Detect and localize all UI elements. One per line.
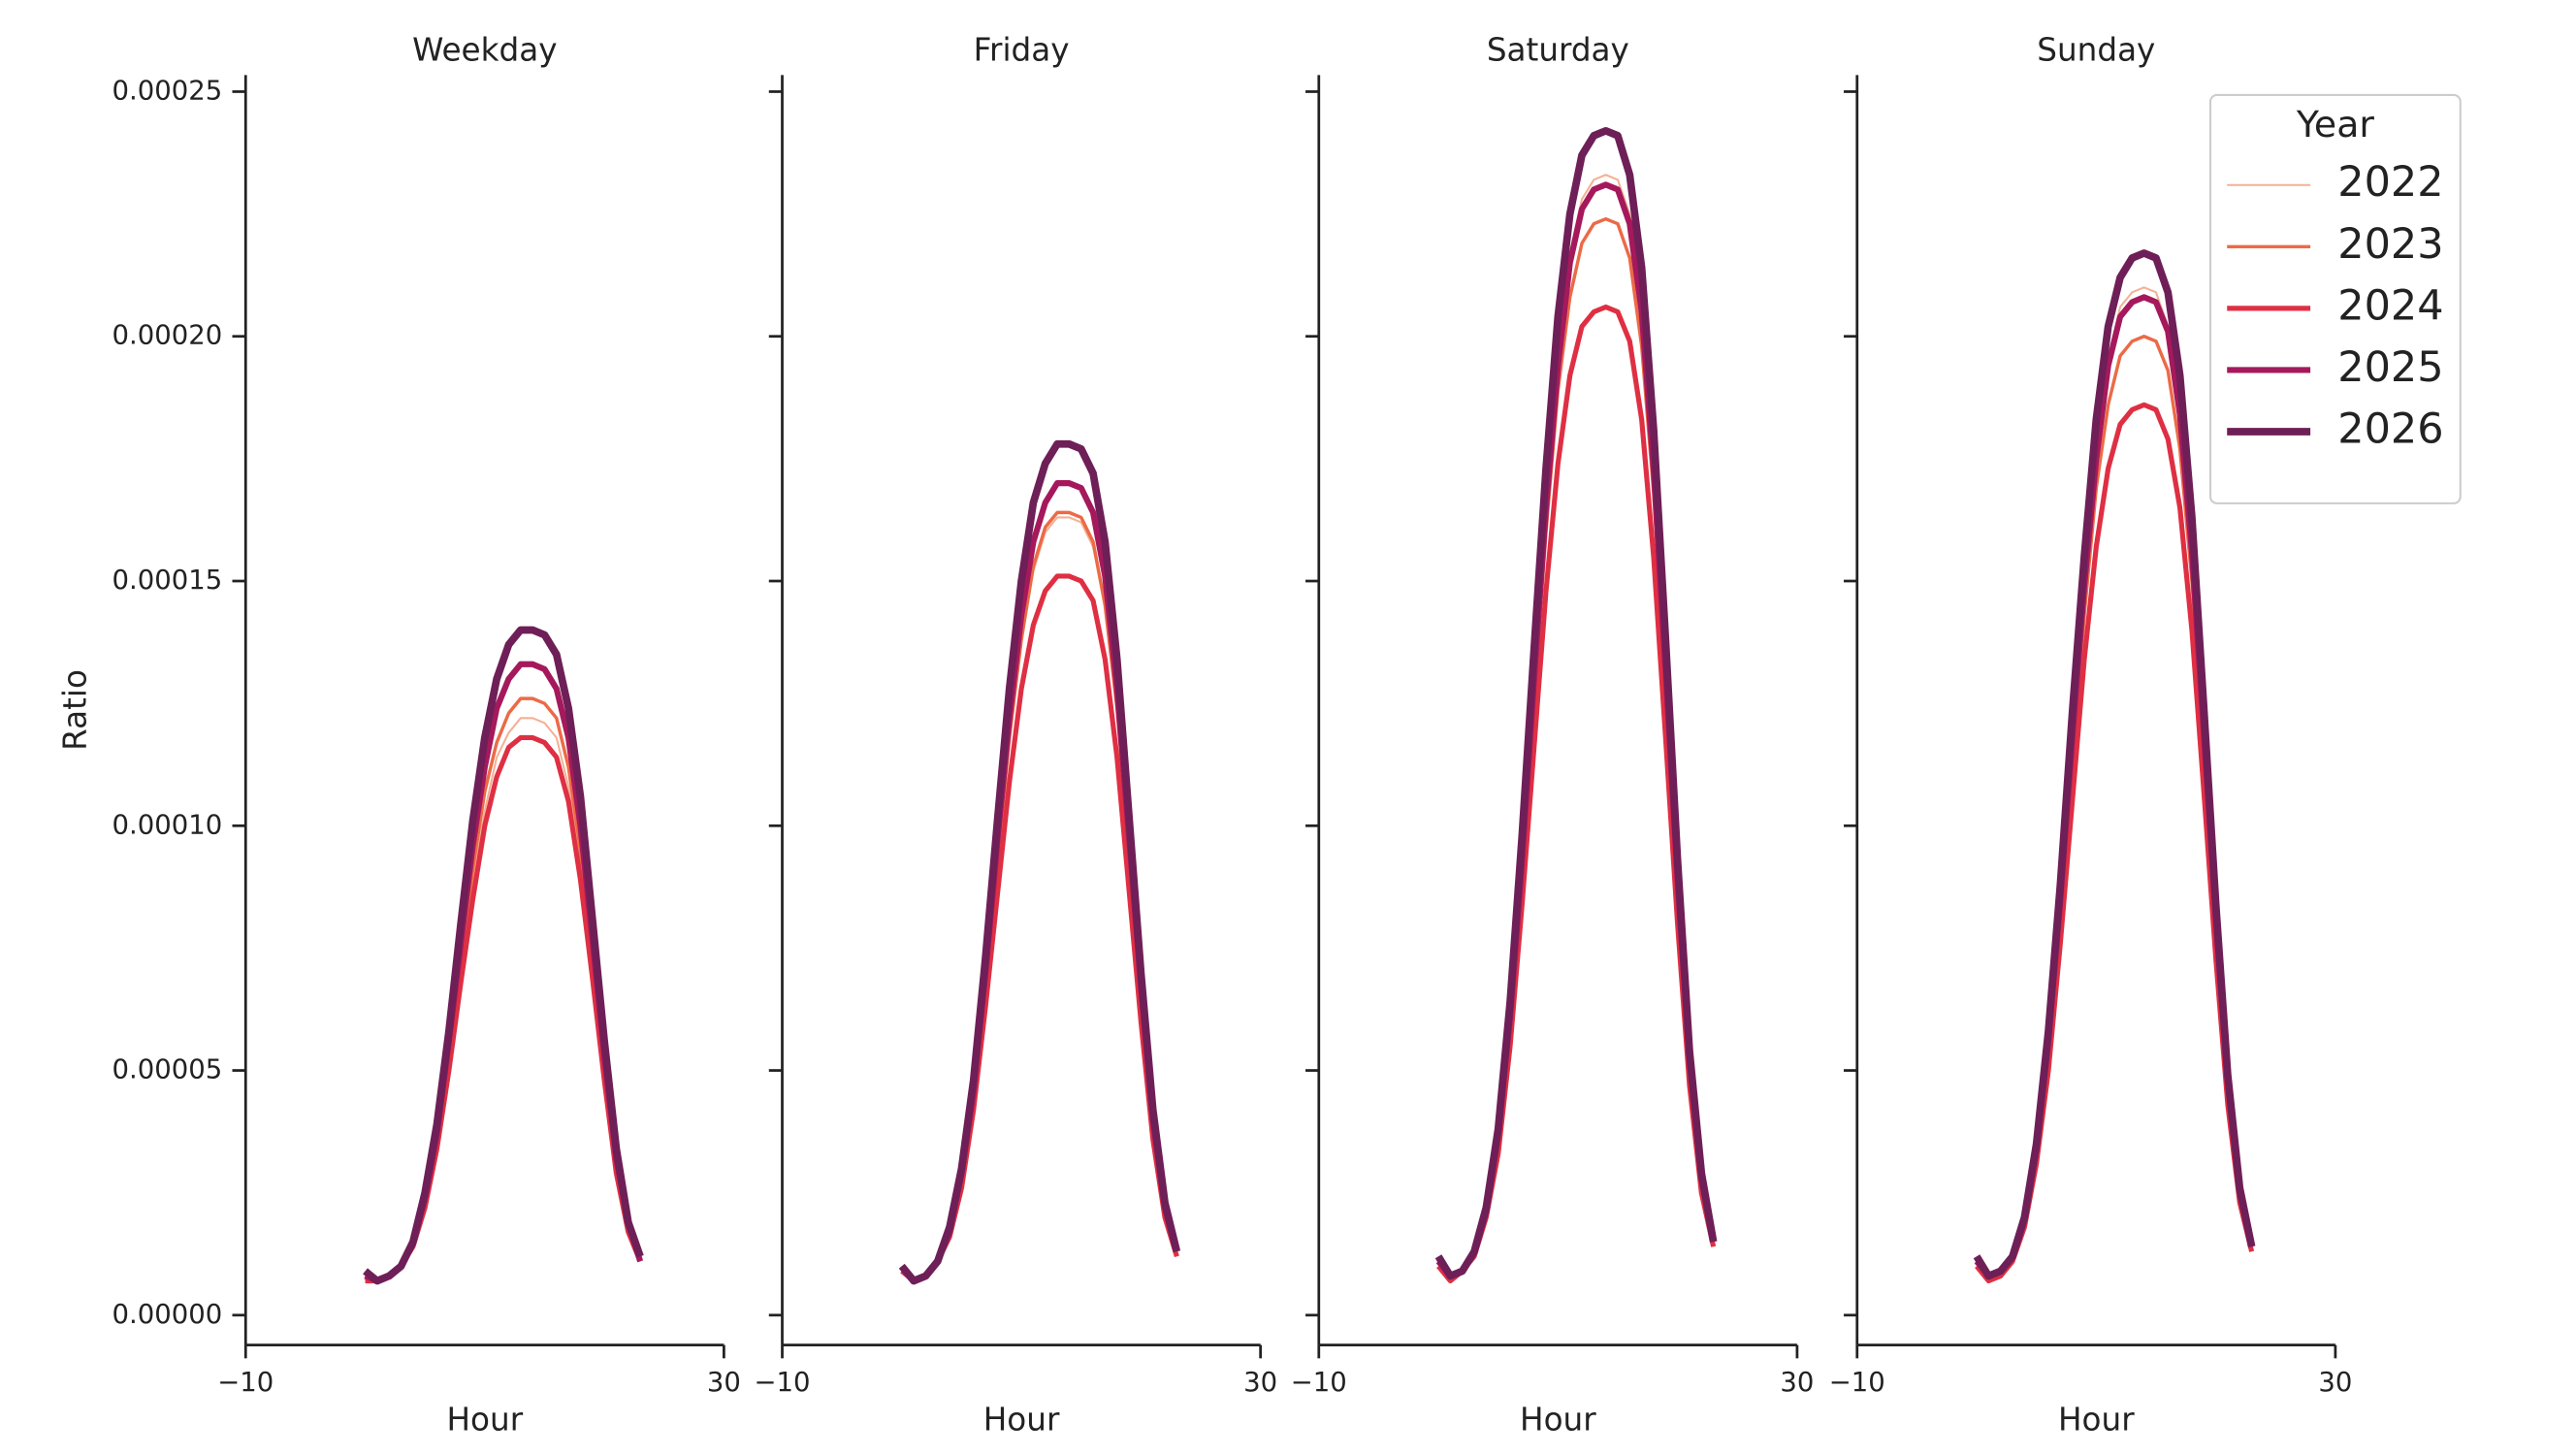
x-tick-label: −10 [1829,1367,1885,1398]
line-series [363,626,644,1285]
panel-title: Saturday [1487,31,1629,68]
x-axis-label: Hour [1520,1402,1596,1439]
legend: Year 2022 2023 2024 2025 2026 [2208,93,2462,504]
y-tick-label: 0.00010 [113,809,223,840]
x-axis-label: Hour [447,1402,524,1439]
line-series [898,439,1181,1285]
legend-label: 2023 [2337,220,2443,269]
y-axis-label: Ratio [57,669,94,751]
y-tick-label: 0.00025 [113,75,223,106]
legend-label: 2025 [2337,343,2443,392]
x-tick-label: 30 [707,1367,741,1398]
x-axis-label: Hour [983,1402,1060,1439]
x-tick-label: −10 [755,1367,811,1398]
x-tick-label: 30 [1780,1367,1814,1398]
legend-box [2208,93,2462,504]
legend-label: 2022 [2337,158,2443,207]
panel-title: Sunday [2037,31,2155,68]
y-tick-label: 0.00020 [113,320,223,351]
panel-title: Weekday [412,31,557,68]
x-tick-label: −10 [1291,1367,1347,1398]
y-tick-label: 0.00015 [113,565,223,596]
y-tick-label: 0.00000 [113,1299,223,1330]
y-tick-label: 0.00005 [113,1054,223,1085]
x-axis-label: Hour [2058,1402,2135,1439]
panel-title: Friday [974,31,1070,68]
x-tick-label: 30 [2318,1367,2352,1398]
legend-label: 2026 [2337,405,2443,454]
x-tick-label: 30 [1243,1367,1277,1398]
line-series [1434,126,1718,1280]
line-series [1973,249,2256,1280]
legend-title: Year [2296,103,2374,146]
x-tick-label: −10 [217,1367,274,1398]
legend-label: 2024 [2337,281,2443,330]
